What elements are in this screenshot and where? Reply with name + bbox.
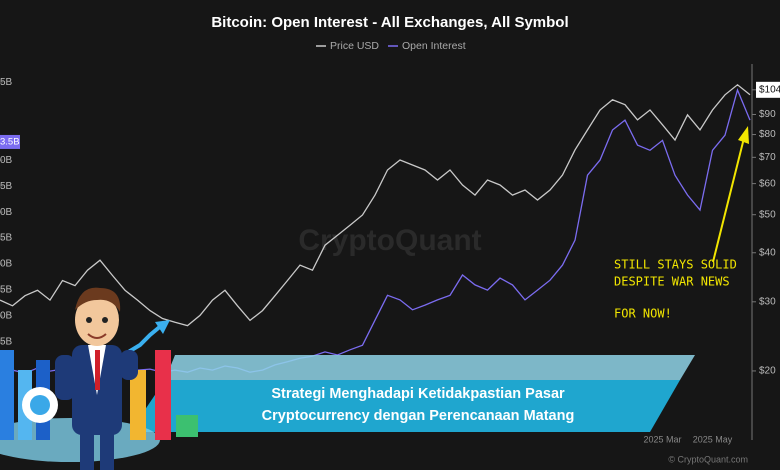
y-tick-label: 5B [0, 181, 13, 192]
chart-title: Bitcoin: Open Interest - All Exchanges, … [211, 14, 568, 31]
y-tick-label: 0B [0, 311, 13, 322]
y-tick-label: 5B [0, 77, 13, 88]
y2-tick-label: $104 [759, 84, 780, 95]
y2-tick-label: $30 [759, 296, 776, 307]
last-value-label: 3.5B [0, 136, 20, 147]
banner [130, 380, 680, 432]
watermark: CryptoQuant [298, 224, 481, 257]
banner-line: Strategi Menghadapi Ketidakpastian Pasar [271, 386, 565, 402]
annotation-line: DESPITE WAR NEWS [614, 275, 730, 289]
legend-label: Open Interest [402, 40, 466, 52]
annotation-arrow [712, 137, 745, 263]
illustration [0, 287, 198, 470]
y-tick-label: 0B [0, 155, 13, 166]
y2-tick-label: $20 [759, 366, 776, 377]
y2-current-box [756, 81, 780, 98]
y-tick-label: 5B [0, 233, 13, 244]
annotation: STILL STAYS SOLID DESPITE WAR NEWS FOR N… [614, 258, 737, 321]
y2-tick-label: $40 [759, 247, 776, 258]
y-tick-label: 5B [0, 337, 13, 348]
banner-line: Cryptocurrency dengan Perencanaan Matang [262, 408, 575, 424]
annotation-line: FOR NOW! [614, 307, 672, 321]
y-tick-label: 5B [0, 285, 13, 296]
annotation-arrowhead [738, 126, 749, 144]
x-tick-label: 2025 May [693, 434, 733, 444]
credit: © CryptoQuant.com [668, 454, 748, 464]
y-tick-label: 0B [0, 207, 13, 218]
y2-tick-label: $90 [759, 109, 776, 120]
y2-tick-label: $80 [759, 129, 776, 140]
y2-tick-label: $70 [759, 152, 776, 163]
x-tick-label: 2025 Mar [643, 434, 681, 444]
legend-label: Price USD [330, 40, 379, 52]
annotation-line: STILL STAYS SOLID [614, 258, 737, 272]
y2-tick-label: $60 [759, 178, 776, 189]
series-line [0, 83, 751, 327]
banner-top [165, 355, 695, 380]
y2-tick-label: $50 [759, 209, 776, 220]
y-tick-label: 0B [0, 259, 13, 270]
last-value-box [0, 134, 20, 149]
